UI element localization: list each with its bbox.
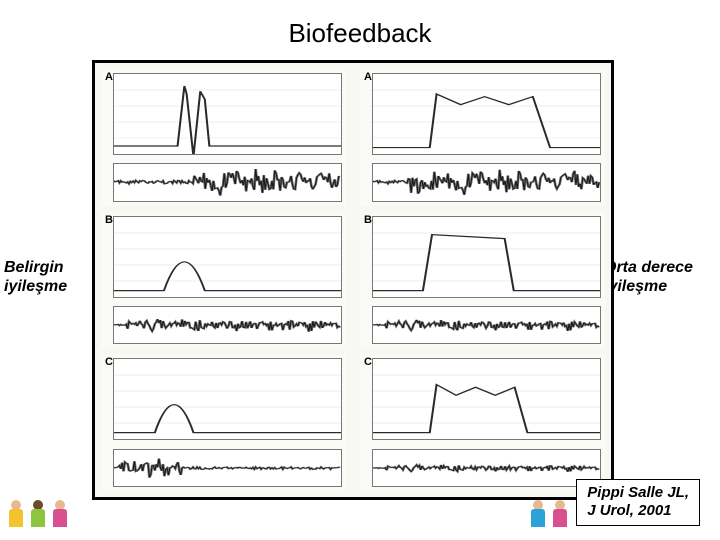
panel-grid: A A B B C C xyxy=(101,69,605,491)
kid-icon xyxy=(6,500,26,534)
panel: B xyxy=(101,212,346,349)
panel: B xyxy=(360,212,605,349)
figure-container: A A B B C C xyxy=(92,60,614,500)
kid-icon xyxy=(550,500,570,534)
emg-subplot xyxy=(113,306,342,344)
flow-subplot xyxy=(372,358,601,440)
panel: A xyxy=(101,69,346,206)
citation-line: Pippi Salle JL, xyxy=(587,484,689,503)
panel-label: B xyxy=(105,214,113,226)
right-annotation: Orta derece iyileşme xyxy=(604,258,714,296)
panel: C xyxy=(360,354,605,491)
panel-label: C xyxy=(364,356,372,368)
flow-subplot xyxy=(372,216,601,298)
decor-children-right xyxy=(528,500,570,534)
emg-subplot xyxy=(372,306,601,344)
panel-label: A xyxy=(105,71,113,83)
emg-subplot xyxy=(113,163,342,201)
page-title: Biofeedback xyxy=(0,18,720,49)
decor-children-left xyxy=(6,500,70,534)
citation-box: Pippi Salle JL, J Urol, 2001 xyxy=(576,479,700,527)
emg-subplot xyxy=(372,163,601,201)
panel-label: A xyxy=(364,71,372,83)
left-annotation: Belirgin iyileşme xyxy=(4,258,84,296)
flow-subplot xyxy=(113,73,342,155)
panel-label: B xyxy=(364,214,372,226)
emg-subplot xyxy=(372,449,601,487)
panel: A xyxy=(360,69,605,206)
panel: C xyxy=(101,354,346,491)
kid-icon xyxy=(528,500,548,534)
kid-icon xyxy=(50,500,70,534)
flow-subplot xyxy=(113,216,342,298)
citation-line: J Urol, 2001 xyxy=(587,502,689,521)
kid-icon xyxy=(28,500,48,534)
panel-label: C xyxy=(105,356,113,368)
emg-subplot xyxy=(113,449,342,487)
flow-subplot xyxy=(372,73,601,155)
flow-subplot xyxy=(113,358,342,440)
